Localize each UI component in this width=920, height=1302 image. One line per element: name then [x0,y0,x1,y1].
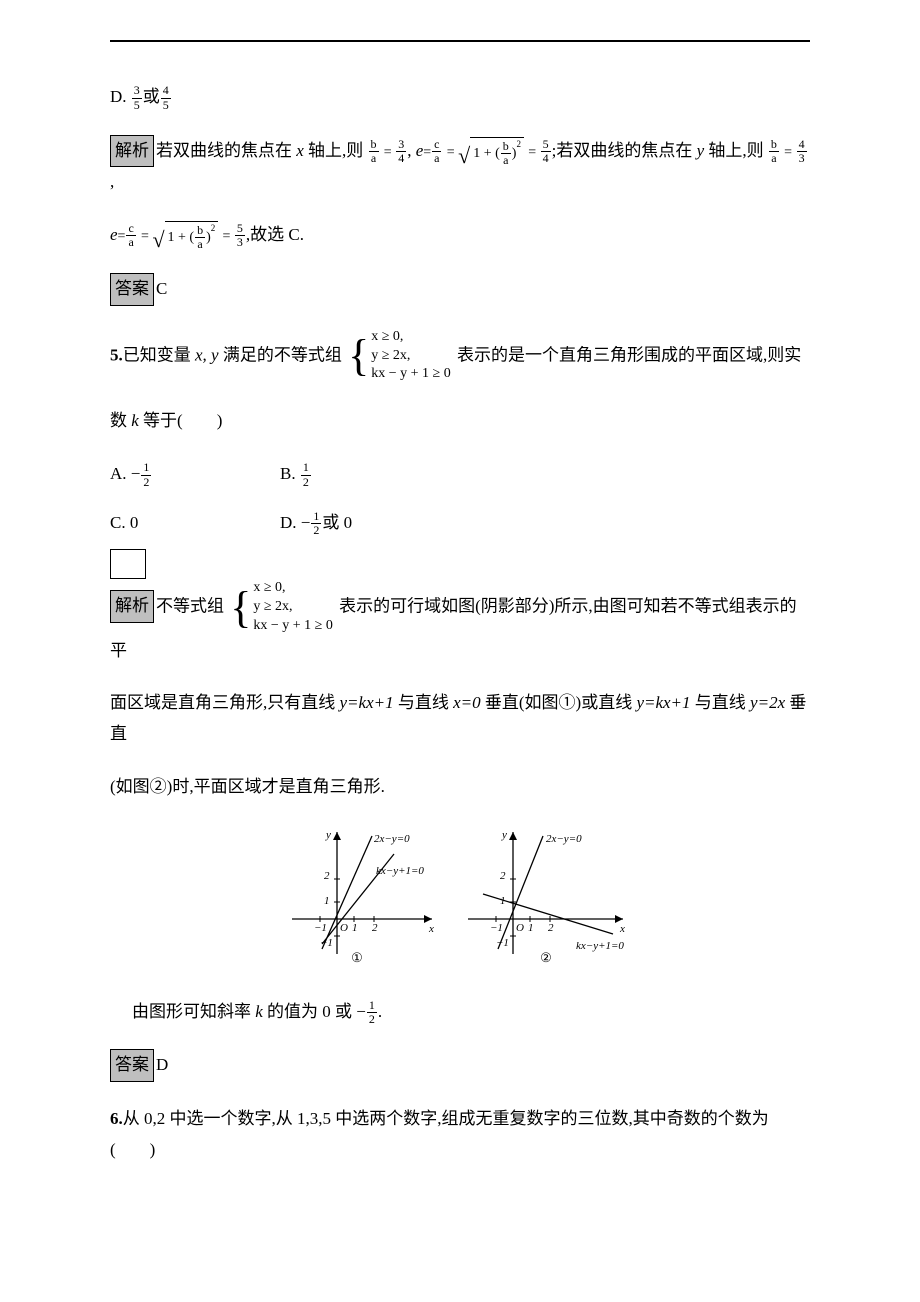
q5-options-row2: C. 0 D. −12或 0 [110,508,810,539]
q5-number: 5. [110,345,123,364]
svg-text:−1: −1 [314,922,327,934]
svg-text:x: x [428,923,434,935]
question-5-line1: 5.已知变量 x, y 满足的不等式组 { x ≥ 0, y ≥ 2x, kx … [110,328,810,385]
answer-5-value: D [156,1055,168,1074]
svg-text:2: 2 [548,922,554,934]
svg-text:2: 2 [500,870,506,882]
svg-text:O: O [516,922,524,934]
frac-3-5: 3 5 [132,84,142,111]
svg-text:1: 1 [500,895,506,907]
svg-text:1: 1 [352,922,358,934]
q5-system: { x ≥ 0, y ≥ 2x, kx − y + 1 ≥ 0 [348,328,451,385]
sol5-system: { x ≥ 0, y ≥ 2x, kx − y + 1 ≥ 0 [230,579,333,636]
svg-text:−1: −1 [320,937,333,949]
panel-2-label: ② [540,950,552,964]
panel-1-label: ① [351,950,363,964]
figure-panel-2: 2x−y=0 kx−y+1=0 x y O 1 2 −1 1 2 −1 ② [458,824,638,964]
answer-label-5: 答案 [110,1049,154,1082]
q5-option-b: B. 12 [280,459,450,490]
frac-4-3: 43 [797,138,807,165]
or-text: 或 [143,87,160,106]
svg-text:x: x [619,923,625,935]
solution-4-line1: 解析若双曲线的焦点在 x 轴上,则 ba = 34, e=ca = √ 1 + … [110,135,810,198]
solution-5-conclusion: 由图形可知斜率 k 的值为 0 或 −12. [132,997,810,1028]
frac-b-a: ba [369,138,379,165]
frac-4-5: 4 5 [161,84,171,111]
svg-text:2: 2 [324,870,330,882]
analysis-label: 解析 [110,135,154,168]
q6-text: 从 0,2 中选一个数字,从 1,3,5 中选两个数字,组成无重复数字的三位数,… [110,1109,769,1159]
svg-text:y: y [325,829,331,841]
q5-option-c: C. 0 [110,508,280,539]
svg-text:1: 1 [324,895,330,907]
frac-5-3: 53 [235,222,245,249]
svg-text:1: 1 [528,922,534,934]
sqrt-expr-2: √ 1 + (ba)2 [152,221,218,251]
frac-c-a: ca [432,138,441,165]
analysis-label-5: 解析 [110,590,154,623]
answer-4-value: C [156,279,167,298]
figure-panels: 2x−y=0 kx−y+1=0 x y O 1 2 −1 1 2 −1 ① [110,824,810,975]
solution-5-line1: 解析不等式组 { x ≥ 0, y ≥ 2x, kx − y + 1 ≥ 0 表… [110,548,810,666]
answer-4: 答案C [110,273,810,306]
question-5-line2: 数 k 等于( ) [110,406,810,437]
q6-number: 6. [110,1109,123,1128]
frac-5-4: 54 [541,138,551,165]
solution-4-line2: e=ca = √ 1 + (ba)2 = 53,故选 C. [110,220,810,251]
frac-c-a-2: ca [126,222,135,249]
solution-5-line3: (如图②)时,平面区域才是直角三角形. [110,772,810,803]
prev-option-d: D. 3 5 或 4 5 [110,82,810,113]
top-rule [110,40,810,42]
svg-text:2x−y=0: 2x−y=0 [374,833,410,845]
svg-text:−1: −1 [490,922,503,934]
frac-3-4: 34 [396,138,406,165]
svg-text:kx−y+1=0: kx−y+1=0 [376,865,424,877]
question-6: 6.从 0,2 中选一个数字,从 1,3,5 中选两个数字,组成无重复数字的三位… [110,1104,810,1165]
svg-text:O: O [340,922,348,934]
svg-text:kx−y+1=0: kx−y+1=0 [576,940,624,952]
svg-text:2x−y=0: 2x−y=0 [546,833,582,845]
answer-label: 答案 [110,273,154,306]
figure-panel-1: 2x−y=0 kx−y+1=0 x y O 1 2 −1 1 2 −1 ① [282,824,442,964]
q5-option-d: D. −12或 0 [280,508,450,539]
svg-text:2: 2 [372,922,378,934]
svg-text:−1: −1 [496,937,509,949]
prev-d-label: D. [110,87,127,106]
sqrt-expr-1: √ 1 + (ba)2 [458,137,524,167]
solution-5-line2: 面区域是直角三角形,只有直线 y=kx+1 与直线 x=0 垂直(如图①)或直线… [110,688,810,749]
q5-option-a: A. −12 [110,459,280,490]
answer-5: 答案D [110,1049,810,1082]
svg-text:y: y [501,829,507,841]
frac-b-a-2: ba [769,138,779,165]
q5-options-row1: A. −12 B. 12 [110,459,810,490]
empty-box-icon [110,549,146,579]
